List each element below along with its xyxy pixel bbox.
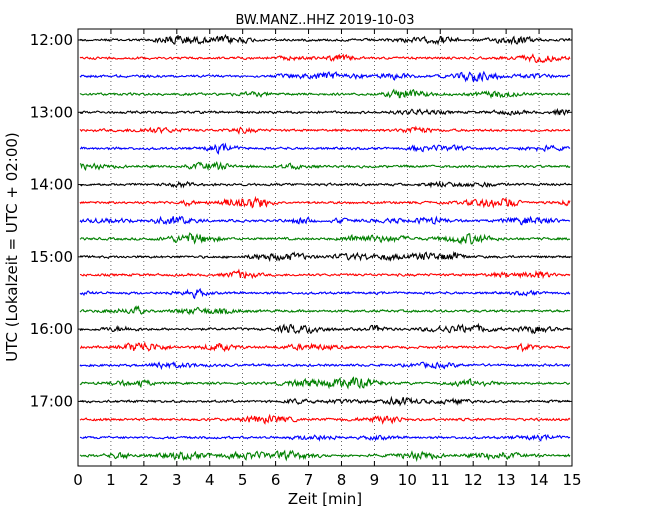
plot-frame xyxy=(77,28,573,467)
seismogram-trace xyxy=(79,125,571,135)
seismogram-trace xyxy=(79,232,571,246)
seismogram-trace xyxy=(79,268,571,280)
seismogram-trace xyxy=(79,161,571,172)
x-tick-label: 6 xyxy=(271,471,281,489)
x-tick-label: 1 xyxy=(106,471,116,489)
y-tick-label: 13:00 xyxy=(30,103,73,121)
seismogram-trace xyxy=(79,215,571,226)
y-axis-label: UTC (Lokalzeit = UTC + 02:00) xyxy=(3,132,21,362)
seismogram-trace xyxy=(79,433,571,442)
x-tick-label: 13 xyxy=(497,471,516,489)
seismogram-trace xyxy=(79,250,571,263)
seismogram-trace xyxy=(79,70,571,83)
seismogram-traces xyxy=(79,33,571,463)
y-tick-label: 14:00 xyxy=(30,176,73,194)
x-tick-label: 8 xyxy=(337,471,347,489)
y-tick-label: 16:00 xyxy=(30,320,73,338)
seismogram-trace xyxy=(79,341,571,353)
x-tick-label: 3 xyxy=(172,471,182,489)
x-tick-label: 15 xyxy=(562,471,581,489)
seismogram-trace xyxy=(79,287,571,300)
x-tick-label: 12 xyxy=(464,471,483,489)
seismogram-trace xyxy=(79,88,571,100)
x-tick-label: 10 xyxy=(398,471,417,489)
y-axis: 12:00 13:00 14:00 15:00 16:00 17:00 xyxy=(30,31,572,410)
chart-title: BW.MANZ..HHZ 2019-10-03 xyxy=(235,13,414,28)
seismogram-trace xyxy=(79,305,571,316)
y-tick-label: 17:00 xyxy=(30,392,73,410)
seismogram-trace xyxy=(79,107,571,116)
y-tick-label: 15:00 xyxy=(30,248,73,266)
seismogram-trace xyxy=(79,376,571,390)
x-tick-label: 14 xyxy=(530,471,549,489)
seismogram-trace xyxy=(79,142,571,155)
seismogram-trace xyxy=(79,195,571,209)
x-tick-label: 4 xyxy=(205,471,215,489)
seismogram-trace xyxy=(79,322,571,335)
x-tick-label: 5 xyxy=(238,471,248,489)
grid-lines xyxy=(110,29,540,466)
x-tick-label: 11 xyxy=(431,471,450,489)
seismogram-trace xyxy=(79,53,571,64)
seismogram-trace xyxy=(79,449,571,463)
seismogram-trace xyxy=(79,180,571,189)
x-tick-label: 2 xyxy=(139,471,149,489)
seismogram-trace xyxy=(79,33,571,46)
seismogram-trace xyxy=(79,361,571,371)
seismogram-trace xyxy=(79,395,571,407)
x-axis: 0 1 2 3 4 5 6 7 8 9 10 11 12 13 14 15 xyxy=(73,29,582,489)
x-tick-label: 0 xyxy=(73,471,83,489)
x-tick-label: 9 xyxy=(370,471,380,489)
seismogram-trace xyxy=(79,413,571,425)
y-tick-label: 12:00 xyxy=(30,31,73,49)
x-axis-label: Zeit [min] xyxy=(288,490,362,508)
x-tick-label: 7 xyxy=(304,471,314,489)
